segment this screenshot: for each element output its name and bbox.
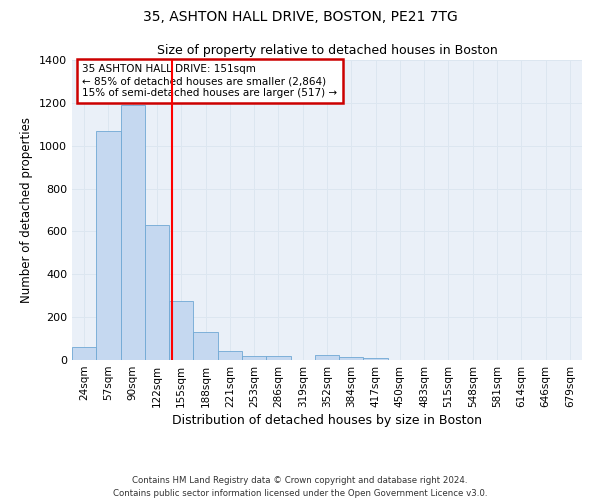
Bar — [121, 105, 145, 360]
Bar — [266, 356, 290, 360]
Text: 35 ASHTON HALL DRIVE: 151sqm
← 85% of detached houses are smaller (2,864)
15% of: 35 ASHTON HALL DRIVE: 151sqm ← 85% of de… — [82, 64, 337, 98]
Bar — [169, 301, 193, 360]
Text: 35, ASHTON HALL DRIVE, BOSTON, PE21 7TG: 35, ASHTON HALL DRIVE, BOSTON, PE21 7TG — [143, 10, 457, 24]
Bar — [364, 358, 388, 360]
Bar — [339, 357, 364, 360]
Bar — [96, 130, 121, 360]
Bar — [218, 352, 242, 360]
Text: Contains HM Land Registry data © Crown copyright and database right 2024.
Contai: Contains HM Land Registry data © Crown c… — [113, 476, 487, 498]
Bar — [145, 225, 169, 360]
Bar — [193, 332, 218, 360]
Bar — [315, 354, 339, 360]
Title: Size of property relative to detached houses in Boston: Size of property relative to detached ho… — [157, 44, 497, 58]
Bar — [72, 347, 96, 360]
Bar — [242, 356, 266, 360]
Y-axis label: Number of detached properties: Number of detached properties — [20, 117, 34, 303]
X-axis label: Distribution of detached houses by size in Boston: Distribution of detached houses by size … — [172, 414, 482, 427]
